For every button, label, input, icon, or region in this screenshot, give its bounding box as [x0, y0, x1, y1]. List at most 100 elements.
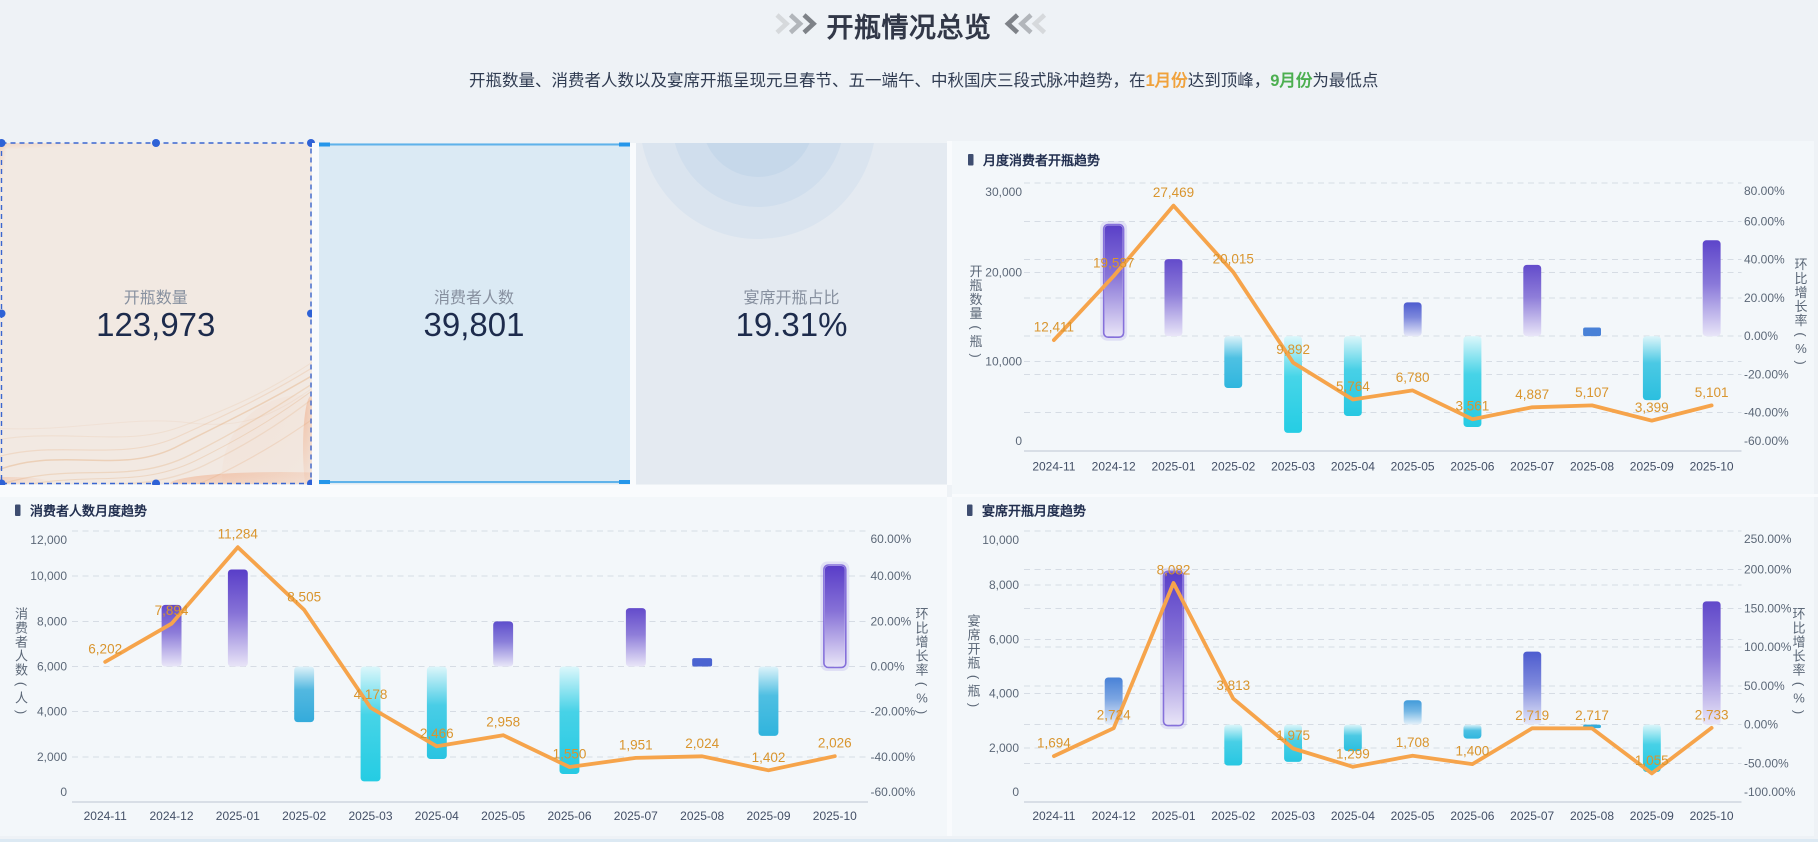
svg-text:250.00%: 250.00%: [1744, 532, 1792, 546]
svg-text:2,958: 2,958: [486, 715, 520, 730]
svg-text:2025-06: 2025-06: [547, 809, 591, 823]
svg-text:50.00%: 50.00%: [1744, 679, 1785, 693]
svg-text:4,000: 4,000: [37, 705, 67, 719]
svg-text:瓶: 瓶: [967, 656, 980, 671]
svg-text:10,000: 10,000: [985, 355, 1022, 369]
svg-text:%: %: [1795, 341, 1807, 356]
svg-text:12,411: 12,411: [1034, 320, 1074, 335]
svg-text:20.00%: 20.00%: [871, 614, 912, 628]
svg-text:8,082: 8,082: [1157, 563, 1191, 578]
svg-text:瓶: 瓶: [967, 684, 980, 699]
svg-text:率: 率: [915, 663, 928, 678]
svg-text:2,000: 2,000: [37, 750, 67, 764]
svg-text:2025-01: 2025-01: [216, 809, 260, 823]
svg-text:5,764: 5,764: [1336, 379, 1370, 394]
svg-text:2024-11: 2024-11: [1032, 809, 1075, 823]
svg-text:长: 长: [1794, 299, 1807, 314]
svg-text:1,402: 1,402: [752, 750, 786, 765]
svg-text:2024-12: 2024-12: [1092, 809, 1136, 823]
svg-text:2025-03: 2025-03: [348, 809, 392, 823]
svg-text:2025-10: 2025-10: [813, 809, 857, 823]
svg-text:5,107: 5,107: [1575, 385, 1609, 400]
svg-text:1,400: 1,400: [1456, 744, 1490, 759]
svg-text:6,000: 6,000: [989, 632, 1019, 646]
svg-text:2,466: 2,466: [420, 726, 454, 741]
svg-text:2025-07: 2025-07: [1510, 460, 1554, 474]
svg-text:2025-06: 2025-06: [1450, 809, 1494, 823]
svg-text:8,000: 8,000: [37, 614, 67, 628]
svg-text:率: 率: [1794, 313, 1807, 328]
svg-text:2025-09: 2025-09: [1630, 809, 1674, 823]
svg-text:者: 者: [15, 635, 28, 650]
svg-text:1,550: 1,550: [553, 747, 587, 762]
svg-text:数: 数: [969, 292, 982, 307]
svg-text:开: 开: [967, 642, 980, 657]
svg-text:2025-08: 2025-08: [1570, 809, 1614, 823]
svg-text:2025-01: 2025-01: [1151, 809, 1195, 823]
svg-text:3,561: 3,561: [1456, 399, 1490, 414]
svg-text:3,813: 3,813: [1216, 678, 1250, 693]
svg-text:费: 费: [15, 621, 28, 636]
svg-text:6,000: 6,000: [37, 660, 67, 674]
svg-text:增: 增: [1794, 285, 1807, 300]
svg-text:席: 席: [967, 628, 980, 643]
svg-text:2025-02: 2025-02: [1211, 460, 1255, 474]
svg-text:0: 0: [1015, 434, 1022, 448]
svg-text:2,000: 2,000: [989, 741, 1019, 755]
svg-text:数: 数: [15, 663, 28, 678]
svg-text:2025-09: 2025-09: [746, 809, 790, 823]
svg-text:消: 消: [15, 607, 28, 622]
svg-text:宴席开瓶月度趋势: 宴席开瓶月度趋势: [982, 504, 1086, 519]
svg-text:4,178: 4,178: [354, 687, 388, 702]
svg-text:20.00%: 20.00%: [1744, 291, 1785, 305]
svg-text:27,469: 27,469: [1153, 185, 1194, 200]
svg-text:60.00%: 60.00%: [871, 532, 912, 546]
svg-text:瓶: 瓶: [969, 334, 982, 349]
svg-text:(: (: [915, 682, 930, 687]
svg-text:2,717: 2,717: [1575, 708, 1609, 723]
svg-text:11,284: 11,284: [218, 527, 259, 542]
svg-text:2025-06: 2025-06: [1450, 460, 1494, 474]
svg-text:-50.00%: -50.00%: [1744, 756, 1789, 770]
svg-text:开: 开: [969, 264, 982, 279]
svg-text:30,000: 30,000: [985, 185, 1022, 199]
svg-text:20,000: 20,000: [985, 265, 1022, 279]
svg-text:4,887: 4,887: [1515, 387, 1549, 402]
svg-text:5,101: 5,101: [1695, 385, 1729, 400]
svg-text:2,026: 2,026: [818, 736, 852, 751]
svg-text:率: 率: [1792, 663, 1805, 678]
svg-text:2025-09: 2025-09: [1630, 460, 1674, 474]
svg-text:比: 比: [1794, 271, 1807, 286]
svg-text:1,299: 1,299: [1336, 746, 1370, 761]
svg-text:0: 0: [60, 785, 67, 799]
svg-text:3,399: 3,399: [1635, 400, 1669, 415]
svg-text:长: 长: [1792, 649, 1805, 664]
svg-text:-20.00%: -20.00%: [1744, 367, 1789, 381]
svg-text:150.00%: 150.00%: [1744, 601, 1792, 615]
svg-text:%: %: [916, 691, 928, 706]
svg-text:): ): [915, 710, 930, 714]
svg-text:(: (: [1794, 332, 1809, 337]
svg-text:1,708: 1,708: [1396, 735, 1430, 750]
svg-text:人: 人: [15, 691, 28, 706]
svg-text:): ): [1794, 360, 1809, 364]
svg-text:2025-04: 2025-04: [1331, 460, 1375, 474]
svg-text:2025-07: 2025-07: [1510, 809, 1554, 823]
svg-text:2025-01: 2025-01: [1151, 460, 1195, 474]
svg-text:2025-04: 2025-04: [1331, 809, 1375, 823]
svg-text:2025-05: 2025-05: [481, 809, 525, 823]
svg-text:2024-12: 2024-12: [149, 809, 193, 823]
svg-text:消费者人数月度趋势: 消费者人数月度趋势: [30, 504, 147, 519]
svg-text:200.00%: 200.00%: [1744, 563, 1792, 577]
svg-text:-40.00%: -40.00%: [1744, 406, 1789, 420]
svg-text:瓶: 瓶: [969, 278, 982, 293]
svg-text:19,587: 19,587: [1093, 256, 1134, 271]
svg-text:(: (: [1792, 682, 1807, 687]
svg-text:2,024: 2,024: [685, 736, 719, 751]
svg-text:): ): [1792, 710, 1807, 714]
svg-text:20,015: 20,015: [1213, 252, 1254, 267]
svg-text:长: 长: [915, 649, 928, 664]
svg-text:60.00%: 60.00%: [1744, 214, 1785, 228]
svg-text:40.00%: 40.00%: [871, 569, 912, 583]
svg-text:10,000: 10,000: [982, 533, 1019, 547]
